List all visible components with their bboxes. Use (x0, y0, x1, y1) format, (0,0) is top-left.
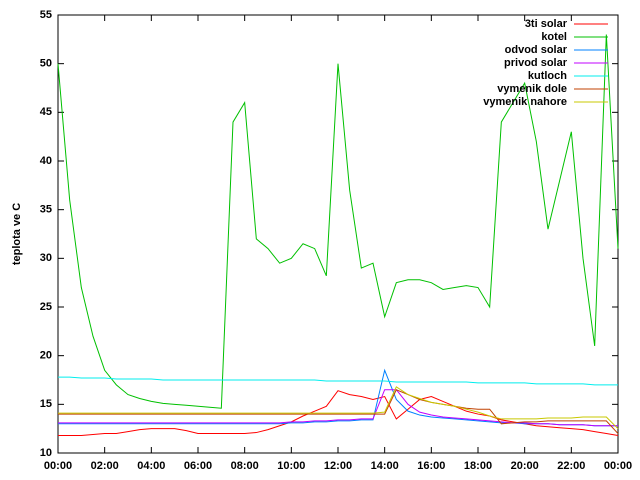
y-tick-label: 55 (40, 9, 52, 21)
x-tick-label: 22:00 (557, 460, 585, 472)
x-tick-label: 00:00 (44, 460, 72, 472)
series-line (57, 34, 619, 409)
y-tick-label: 50 (40, 58, 52, 70)
y-axis-label: teplota ve C (11, 203, 23, 265)
x-tick-label: 00:00 (604, 460, 632, 472)
x-tick-label: 18:00 (464, 460, 492, 472)
series-line (58, 389, 619, 434)
x-tick-label: 14:00 (371, 460, 399, 472)
series-line (58, 389, 618, 427)
x-tick-label: 04:00 (137, 460, 165, 472)
legend-label: kotel (541, 31, 567, 43)
x-tick-label: 08:00 (231, 460, 259, 472)
legend-label: 3ti solar (525, 18, 568, 30)
y-tick-label: 15 (40, 398, 52, 410)
series-line (58, 376, 618, 386)
y-tick-label: 40 (40, 155, 52, 167)
legend-label: privod solar (504, 57, 568, 69)
y-tick-label: 45 (40, 106, 52, 118)
legend-label: kutloch (528, 70, 567, 82)
legend-label: odvod solar (505, 44, 568, 56)
legend-label: vymenik dole (497, 83, 567, 95)
y-tick-label: 35 (40, 204, 52, 216)
legend-label: vymenik nahore (483, 96, 567, 108)
x-tick-label: 02:00 (91, 460, 119, 472)
y-tick-label: 20 (40, 350, 52, 362)
y-tick-label: 25 (40, 301, 52, 313)
x-tick-label: 10:00 (277, 460, 305, 472)
y-tick-label: 30 (40, 252, 52, 264)
x-tick-label: 20:00 (511, 460, 539, 472)
x-tick-label: 06:00 (184, 460, 212, 472)
x-tick-label: 12:00 (324, 460, 352, 472)
series-line (58, 386, 619, 430)
y-tick-label: 10 (40, 447, 52, 459)
series-line (58, 368, 618, 427)
x-tick-label: 16:00 (417, 460, 445, 472)
